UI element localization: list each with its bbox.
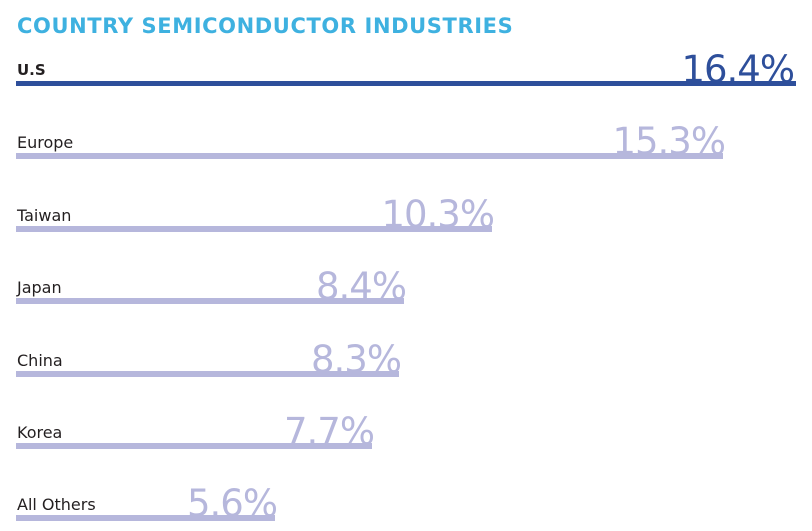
chart-title: COUNTRY SEMICONDUCTOR INDUSTRIES [17, 14, 514, 38]
value-label: 16.4% [681, 48, 795, 91]
category-label: Japan [17, 278, 62, 297]
category-label: China [17, 351, 63, 370]
bar-u-s [16, 81, 796, 86]
value-label: 10.3% [381, 193, 495, 236]
value-label: 7.7% [284, 410, 375, 453]
bar-taiwan [16, 226, 492, 232]
value-label: 8.3% [311, 338, 402, 381]
category-label: Korea [17, 423, 63, 442]
bar-korea [16, 443, 372, 449]
bar-all-others [16, 515, 275, 521]
category-label: U.S [17, 61, 46, 79]
bar-japan [16, 298, 404, 304]
category-label: Taiwan [17, 206, 72, 225]
value-label: 5.6% [187, 482, 278, 525]
bar-china [16, 371, 399, 377]
bar-europe [16, 153, 723, 159]
category-label: All Others [17, 495, 96, 514]
category-label: Europe [17, 133, 74, 152]
value-label: 15.3% [612, 120, 726, 163]
value-label: 8.4% [316, 265, 407, 308]
